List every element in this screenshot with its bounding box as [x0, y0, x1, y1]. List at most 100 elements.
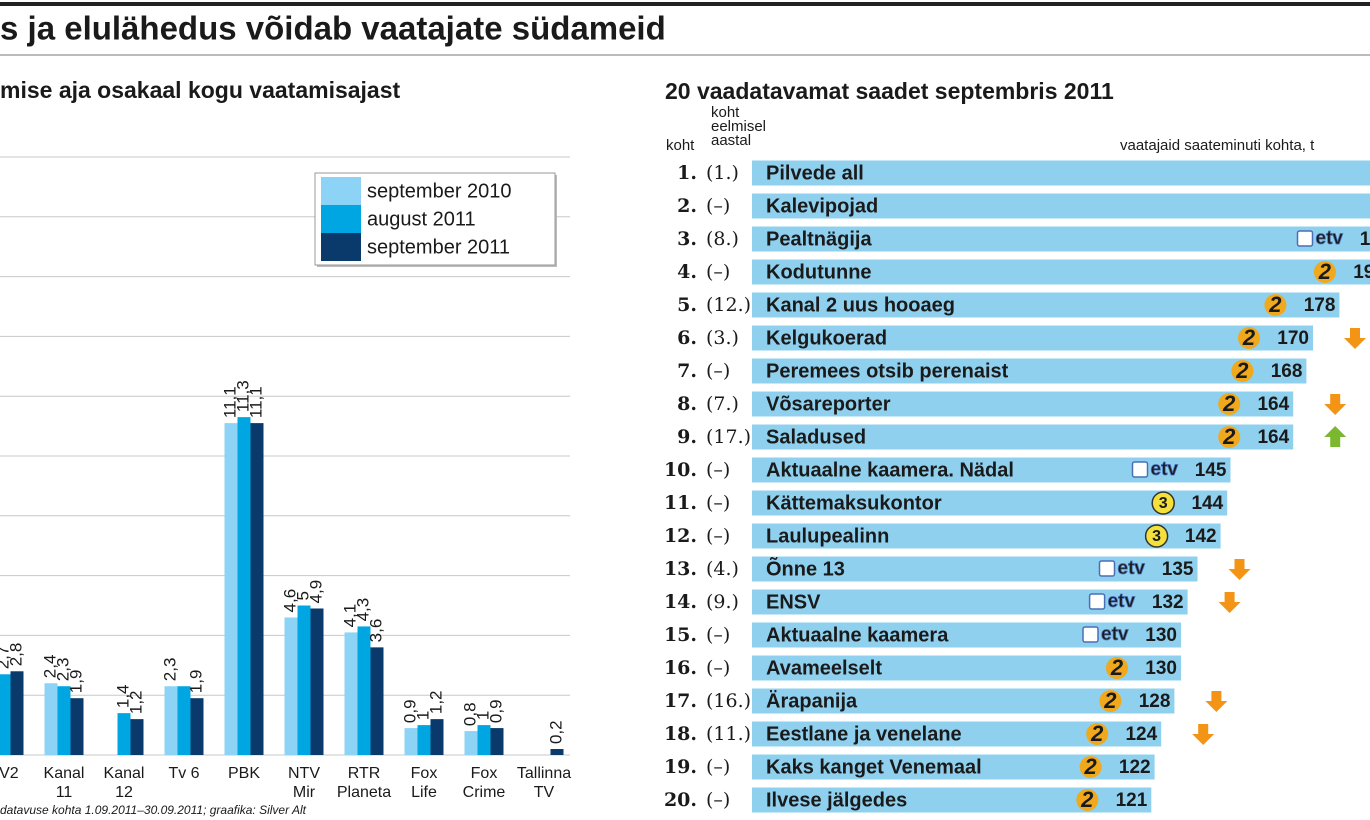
trend-down-arrow	[1205, 691, 1228, 712]
previous-rank: (–)	[706, 756, 730, 778]
x-tick-label: NTV Mir	[288, 765, 320, 801]
logo-icon	[1296, 230, 1314, 247]
value-label: 135	[1162, 559, 1194, 580]
previous-rank: (–)	[706, 624, 730, 646]
show-name: Laulupealinn	[766, 525, 889, 547]
rank: 20.	[664, 789, 697, 811]
bar	[464, 731, 478, 755]
value-label: 1	[413, 711, 432, 720]
bar	[117, 713, 131, 755]
channel-logo: 2	[1080, 787, 1094, 812]
logo-icon	[1218, 393, 1241, 415]
show-name: Eestlane ja venelane	[766, 723, 962, 745]
channel-logo: 2	[1268, 292, 1282, 317]
rank: 2.	[677, 195, 697, 217]
value-label: 132	[1152, 592, 1184, 613]
channel-logo: 2	[1110, 655, 1124, 680]
bar	[752, 556, 1198, 582]
bar	[752, 424, 1294, 450]
x-tick-label: Fox Life	[411, 765, 438, 801]
value-label: 1	[473, 711, 492, 720]
x-tick-label: Fox Crime	[463, 765, 506, 801]
value-label: 1,2	[426, 690, 445, 714]
rank: 9.	[677, 426, 697, 448]
show-name: Ilvese jälgedes	[766, 789, 907, 811]
previous-rank: (1.)	[706, 162, 739, 184]
logo-icon	[1099, 690, 1122, 712]
bar	[752, 490, 1228, 516]
rank: 18.	[664, 723, 697, 745]
previous-rank: (9.)	[706, 591, 739, 613]
bar	[752, 325, 1313, 351]
bar	[752, 226, 1370, 252]
column-header: koht	[666, 137, 695, 154]
logo-icon	[1086, 723, 1109, 745]
show-name: Kättemaksukontor	[766, 492, 942, 514]
trend-down-arrow	[1192, 724, 1215, 745]
previous-rank: (7.)	[706, 393, 739, 415]
bar	[404, 728, 418, 755]
logo-icon	[1079, 756, 1102, 778]
logo-icon	[1098, 560, 1116, 577]
previous-rank: (11.)	[706, 723, 751, 745]
rank: 4.	[677, 261, 697, 283]
rank: 1.	[677, 162, 697, 184]
bar	[752, 358, 1307, 384]
show-name: Kalevipojad	[766, 195, 878, 217]
footnote: datavuse kohta 1.09.2011–30.09.2011; gra…	[0, 803, 307, 817]
channel-logo: 2	[1083, 754, 1097, 779]
logo-icon	[1106, 657, 1128, 679]
rank: 14.	[664, 591, 697, 613]
legend-swatch	[321, 177, 361, 205]
previous-rank: (–)	[706, 789, 730, 811]
previous-rank: (8.)	[706, 228, 739, 250]
bar	[44, 683, 58, 755]
legend-label: september 2011	[367, 236, 510, 258]
bar	[357, 626, 371, 755]
x-tick-label: PBK	[228, 765, 260, 782]
value-label: 4,3	[353, 598, 372, 622]
x-tick-label: Tallinna TV	[517, 765, 571, 801]
value-label: 2,4	[40, 655, 59, 679]
x-tick-label: RTR Planeta	[337, 765, 391, 801]
value-label: 11,1	[220, 386, 239, 418]
channel-logo: 2	[1318, 259, 1332, 284]
bar	[130, 719, 144, 755]
bar	[490, 728, 504, 755]
logo-icon	[1238, 327, 1260, 349]
channel-logo: etv	[1151, 459, 1179, 480]
logo-icon	[1131, 461, 1149, 478]
channel-logo: 2	[1235, 358, 1249, 383]
value-label: 2,3	[53, 658, 72, 682]
show-name: Kanal 2 uus hooaeg	[766, 294, 955, 316]
logo-icon	[1088, 593, 1106, 610]
value-label: 5	[293, 591, 312, 600]
value-label: 11,3	[233, 380, 252, 412]
value-label: 1,9	[66, 670, 85, 694]
value-label: 164	[1257, 427, 1289, 448]
rank: 13.	[664, 558, 697, 580]
x-tick-label: Tv 6	[168, 765, 199, 782]
value-label: 178	[1304, 295, 1336, 316]
rank: 11.	[664, 492, 697, 514]
value-label: 170	[1277, 328, 1309, 349]
bar	[752, 193, 1370, 219]
legend-swatch	[321, 205, 361, 233]
value-label: 193	[1353, 262, 1370, 283]
show-name: Kodutunne	[766, 261, 872, 283]
value-label: 11,1	[246, 386, 265, 418]
bar	[250, 423, 264, 755]
value-label: 0,9	[486, 699, 505, 723]
legend-label: september 2010	[367, 180, 512, 202]
value-label: 0,8	[460, 702, 479, 726]
value-label: 164	[1257, 394, 1289, 415]
previous-rank: (–)	[706, 492, 730, 514]
channel-logo: 2	[1242, 325, 1256, 350]
bar	[430, 719, 444, 755]
previous-rank: (–)	[706, 360, 730, 382]
bar	[57, 686, 71, 755]
rank: 7.	[677, 360, 697, 382]
bar	[752, 457, 1231, 483]
logo-icon	[1144, 524, 1169, 548]
